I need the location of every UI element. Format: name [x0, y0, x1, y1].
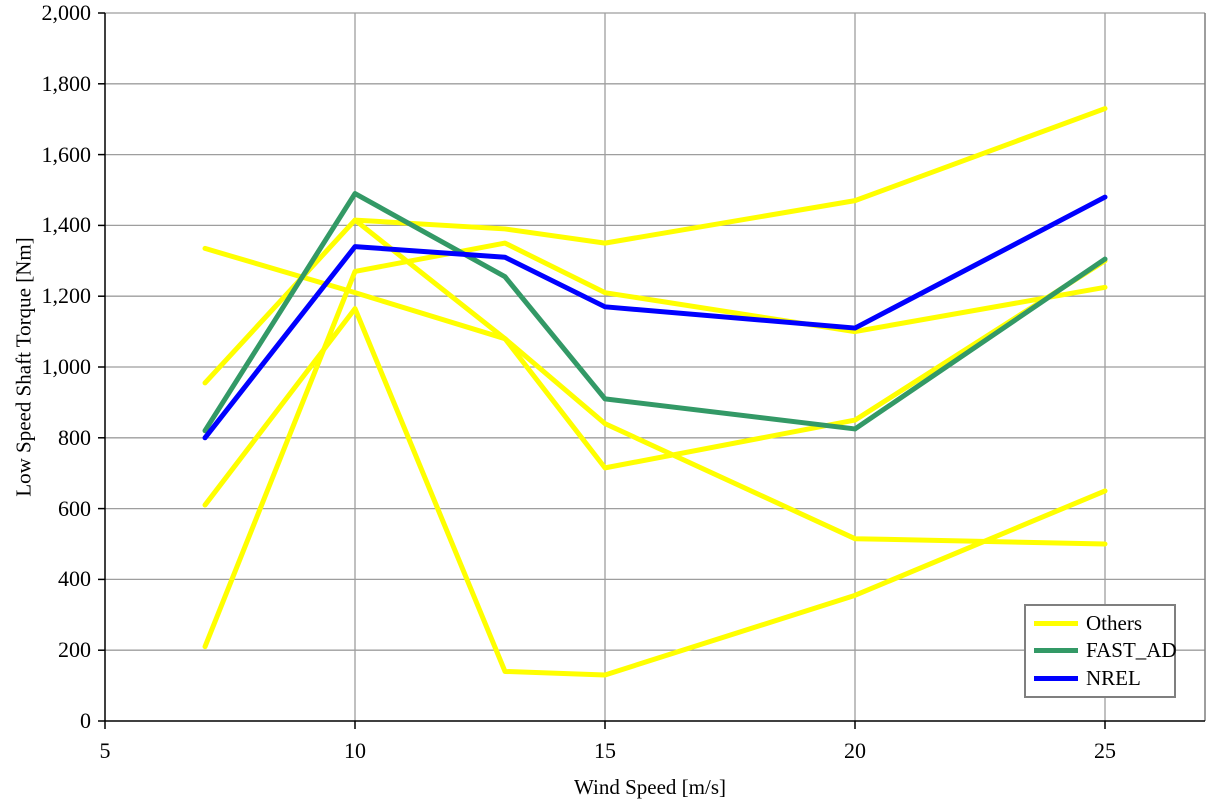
legend-label: NREL [1086, 665, 1141, 690]
x-tick-label: 15 [594, 738, 616, 763]
legend-item-others: Others [1026, 613, 1174, 634]
y-tick-label: 200 [58, 637, 91, 663]
y-tick-label: 1,800 [41, 70, 92, 96]
y-tick-label: 1,400 [41, 212, 92, 238]
x-axis-title: Wind Speed [m/s] [574, 775, 726, 799]
y-tick-label: 0 [80, 708, 91, 733]
x-tick-label: 25 [1094, 738, 1116, 763]
x-tick-label: 20 [844, 738, 866, 763]
legend-label: FAST_AD [1086, 638, 1177, 663]
legend-label: Others [1086, 611, 1142, 636]
y-tick-label: 2,000 [41, 0, 92, 25]
y-tick-label: 1,000 [41, 354, 92, 379]
y-tick-label: 400 [58, 566, 91, 592]
fast-ad-line-swatch [1034, 648, 1078, 654]
legend-item-fast-ad: FAST_AD [1026, 638, 1177, 663]
x-tick-label: 5 [99, 738, 111, 763]
y-tick-label: 800 [58, 424, 91, 450]
legend: Others FAST_AD NREL [1024, 604, 1177, 698]
legend-item-nrel: NREL [1026, 665, 1174, 690]
x-tick-label: 10 [344, 738, 366, 763]
y-tick-label: 1,200 [41, 283, 92, 309]
y-tick-label: 1,600 [41, 141, 92, 167]
y-tick-label: 600 [58, 495, 91, 521]
nrel-line-swatch [1034, 675, 1078, 681]
others-line-swatch [1034, 621, 1078, 627]
y-axis-title: Low Speed Shaft Torque [Nm] [11, 237, 36, 497]
